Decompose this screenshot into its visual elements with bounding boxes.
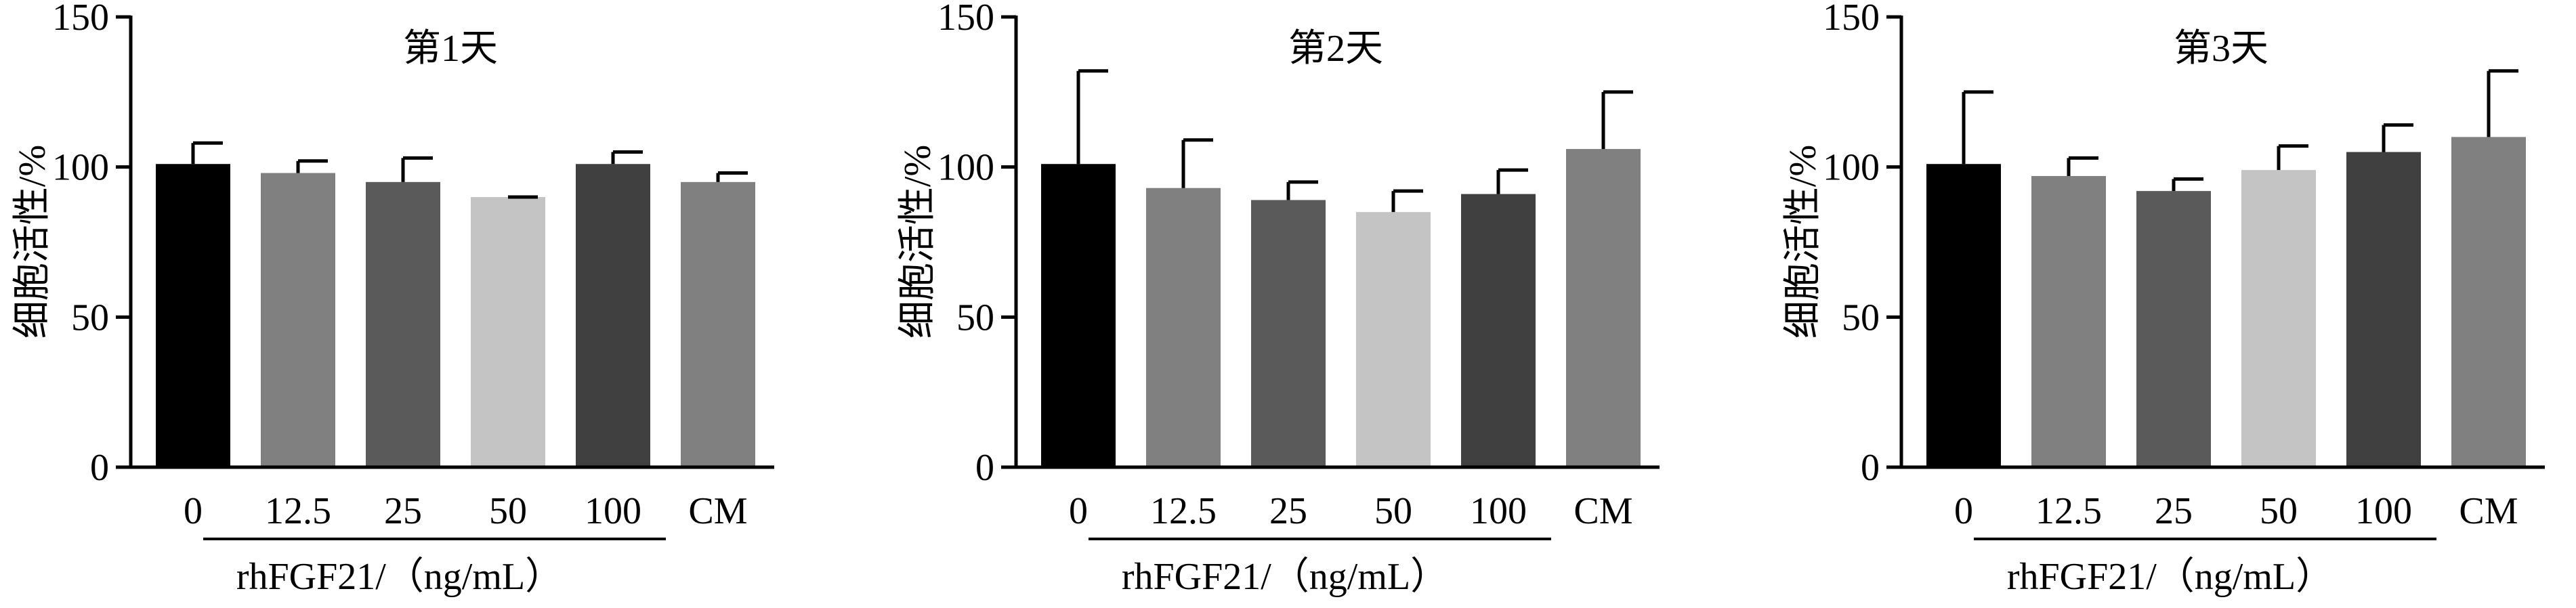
bar-100 <box>2346 152 2421 467</box>
y-tick-label: 100 <box>937 147 994 189</box>
x-tick-label: 12.5 <box>1150 490 1217 532</box>
y-tick-label: 150 <box>52 0 109 39</box>
chart-title: 第3天 <box>2174 28 2268 70</box>
x-tick-label: CM <box>1574 490 1632 532</box>
x-tick-label: 25 <box>384 490 422 532</box>
x-tick-label: 25 <box>2155 490 2193 532</box>
bar-50 <box>2241 170 2316 467</box>
bar-CM <box>2451 137 2526 468</box>
bar-12.5 <box>261 173 335 468</box>
x-tick-label: CM <box>688 490 747 532</box>
x-axis-label: rhFGF21/（ng/mL） <box>236 556 563 598</box>
y-axis-label: 细胞活性/% <box>897 145 939 339</box>
bar-CM <box>681 181 755 467</box>
bar-12.5 <box>1146 188 1221 467</box>
bar-25 <box>1251 200 1326 467</box>
y-tick-label: 0 <box>90 447 109 489</box>
bar-0 <box>156 164 230 467</box>
y-tick-label: 50 <box>1842 297 1880 339</box>
chart-title: 第2天 <box>1288 28 1383 70</box>
x-tick-label: 0 <box>1954 490 1973 532</box>
x-tick-label: 100 <box>585 490 641 532</box>
x-tick-label: 100 <box>1470 490 1527 532</box>
x-tick-label: 0 <box>184 490 203 532</box>
x-tick-label: 0 <box>1069 490 1088 532</box>
x-tick-label: 12.5 <box>2035 490 2102 532</box>
x-axis-label: rhFGF21/（ng/mL） <box>1122 556 1448 598</box>
x-tick-label: 50 <box>1374 490 1412 532</box>
x-tick-label: 12.5 <box>265 490 331 532</box>
x-tick-label: 100 <box>2355 490 2412 532</box>
bar-100 <box>1461 194 1536 467</box>
bar-0 <box>1041 164 1116 467</box>
y-tick-label: 150 <box>1823 0 1880 39</box>
y-tick-label: 100 <box>52 147 109 189</box>
bar-CM <box>1566 149 1641 468</box>
bar-12.5 <box>2031 175 2106 467</box>
y-axis-label: 细胞活性/% <box>12 145 54 339</box>
y-tick-label: 150 <box>937 0 994 39</box>
x-tick-label: 50 <box>2260 490 2298 532</box>
y-tick-label: 50 <box>956 297 994 339</box>
y-tick-label: 50 <box>71 297 109 339</box>
bar-50 <box>471 197 545 467</box>
bar-25 <box>2136 191 2211 467</box>
x-tick-label: 50 <box>489 490 527 532</box>
y-tick-label: 0 <box>1861 447 1880 489</box>
x-tick-label: CM <box>2459 490 2518 532</box>
y-tick-label: 0 <box>975 447 994 489</box>
y-axis-label: 细胞活性/% <box>1782 145 1824 339</box>
bar-100 <box>576 164 650 467</box>
chart-title: 第1天 <box>403 28 498 70</box>
bar-50 <box>1356 212 1431 467</box>
bar-0 <box>1926 164 2001 467</box>
bar-25 <box>366 181 440 467</box>
x-tick-label: 25 <box>1269 490 1307 532</box>
x-axis-label: rhFGF21/（ng/mL） <box>2007 556 2334 598</box>
y-tick-label: 100 <box>1823 147 1880 189</box>
